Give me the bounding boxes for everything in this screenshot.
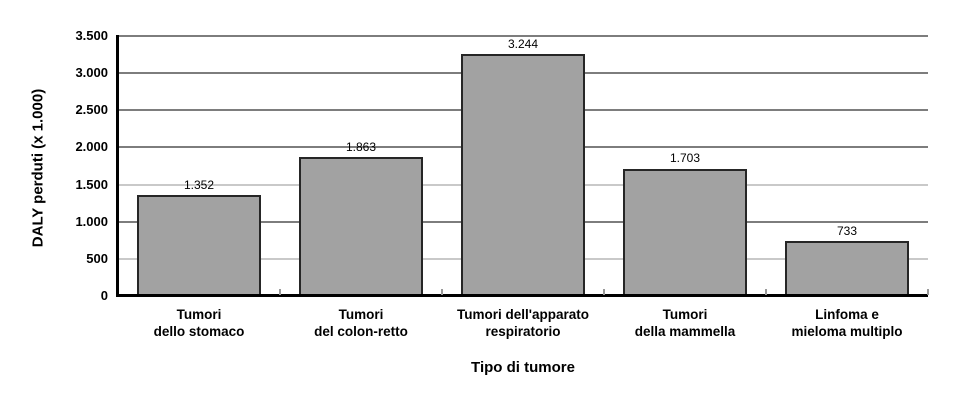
y-tick-label-500: 500 [86,250,108,266]
bar-1 [299,156,423,295]
y-tick-label-1000: 1.000 [75,213,108,229]
y-tick-label-3000: 3.000 [75,65,108,81]
bar-0 [137,194,261,295]
bar-4 [785,240,909,295]
category-label-2: Tumori dell'apparato respiratorio [457,307,589,339]
y-tick-label-3500: 3.500 [75,28,108,43]
x-boundary-tick-1 [279,289,281,295]
gridline-3500 [118,35,928,37]
y-axis-line [116,35,119,297]
x-axis-line [116,294,928,297]
category-label-3: Tumori della mammella [634,307,736,339]
bar-2 [461,54,585,295]
y-tick-label-1500: 1.500 [75,176,108,192]
x-boundary-tick-2 [441,289,443,295]
value-label-0: 1.352 [183,177,215,192]
category-label-1: Tumori del colon-retto [314,307,408,339]
plot-area [118,35,928,295]
value-label-1: 1.863 [345,139,377,154]
x-boundary-tick-3 [603,289,605,295]
value-label-4: 733 [836,223,858,238]
value-label-3: 1.703 [669,151,701,166]
x-axis-title: Tipo di tumore [471,359,575,376]
category-label-0: Tumori dello stomaco [153,307,245,339]
y-tick-label-2500: 2.500 [75,102,108,118]
category-label-4: Linfoma e mieloma multiplo [791,307,903,339]
value-label-2: 3.244 [507,37,539,52]
x-boundary-tick-4 [765,289,767,295]
x-boundary-tick-5 [927,289,929,295]
bar-3 [623,168,747,295]
y-tick-label-2000: 2.000 [75,139,108,155]
y-tick-label-0: 0 [100,288,108,303]
